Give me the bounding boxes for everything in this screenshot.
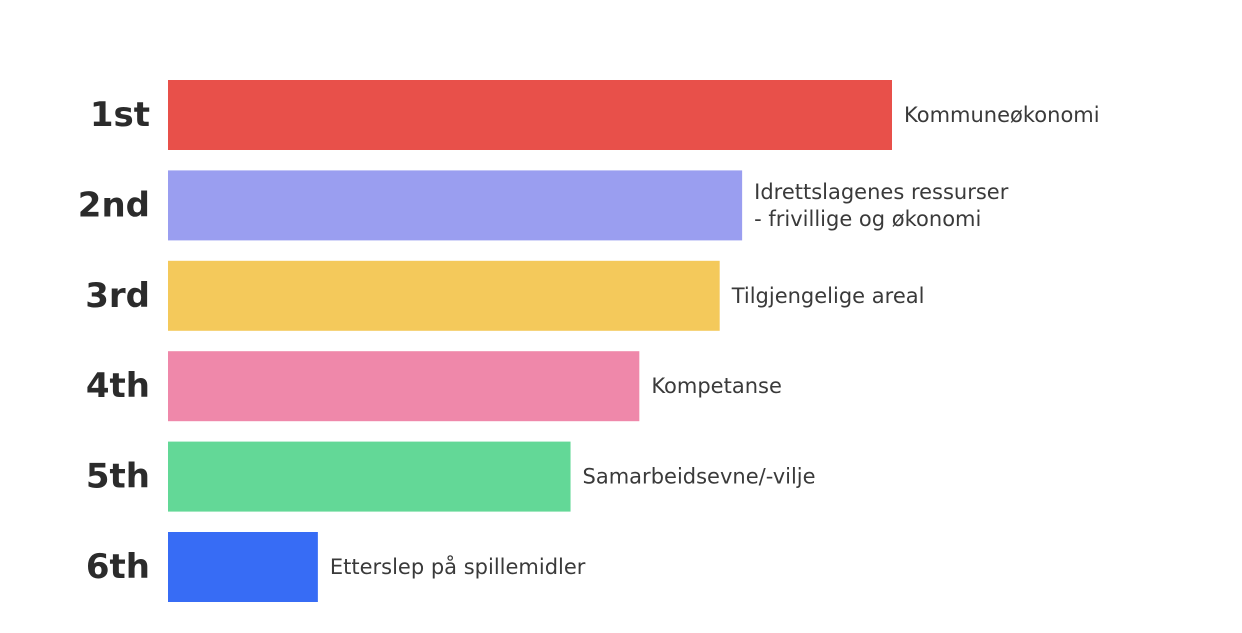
rank-label-3: 3rd — [85, 276, 150, 316]
rank-label-1: 1st — [90, 95, 150, 135]
rank-label-6: 6th — [86, 547, 150, 587]
rank-label-5: 5th — [86, 457, 150, 497]
category-label-2-line-2: - frivillige og økonomi — [754, 207, 981, 231]
category-label-3: Tilgjengelige areal — [731, 284, 925, 308]
category-label-5-line-1: Samarbeidsevne/-vilje — [583, 465, 816, 489]
rank-label-4: 4th — [86, 366, 150, 406]
category-label-6-line-1: Etterslep på spillemidler — [330, 554, 586, 579]
bar-3 — [168, 260, 720, 331]
bar-1 — [168, 80, 892, 150]
bar-5 — [168, 441, 571, 512]
bar-4 — [168, 351, 640, 422]
category-label-2: Idrettslagenes ressurser - frivillige og … — [754, 180, 1009, 231]
category-label-1: Kommuneøkonomi — [904, 103, 1100, 127]
bar-2 — [168, 170, 743, 241]
category-label-4-line-1: Kompetanse — [651, 374, 782, 398]
bar-6 — [168, 532, 318, 602]
category-label-2-line-1: Idrettslagenes ressurser — [754, 180, 1009, 204]
rank-label-2: 2nd — [78, 185, 150, 225]
category-label-5: Samarbeidsevne/-vilje — [583, 465, 816, 489]
category-label-3-line-1: Tilgjengelige areal — [731, 284, 925, 308]
category-label-1-line-1: Kommuneøkonomi — [904, 103, 1100, 127]
category-label-6: Etterslep på spillemidler — [330, 554, 586, 579]
category-label-4: Kompetanse — [651, 374, 782, 398]
